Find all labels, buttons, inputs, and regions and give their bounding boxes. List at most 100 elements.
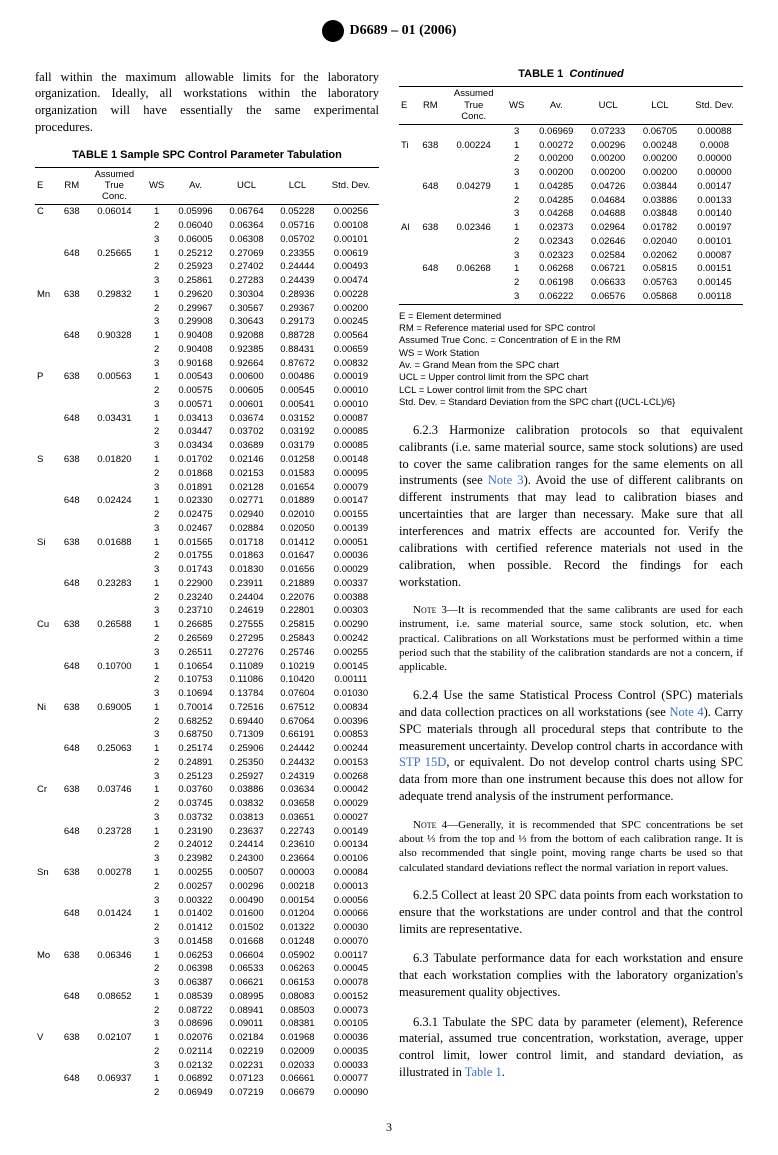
- table-row: 6480.0626810.062680.067210.058150.00151: [399, 262, 743, 276]
- table-row: 20.240120.244140.236100.00134: [35, 838, 379, 852]
- th-sd: Std. Dev.: [323, 167, 379, 205]
- legend-av: Av. = Grand Mean from the SPC chart: [399, 360, 743, 372]
- th-ucl: UCL: [221, 167, 272, 205]
- spc-table-left: E RM AssumedTrueConc. WS Av. UCL LCL Std…: [35, 167, 379, 1100]
- table-row: Sn6380.0027810.002550.005070.000030.0008…: [35, 866, 379, 880]
- table-row: 30.251230.259270.243190.00268: [35, 769, 379, 783]
- table-row: 30.018910.021280.016540.00079: [35, 480, 379, 494]
- legend-sd: Std. Dev. = Standard Deviation from the …: [399, 397, 743, 409]
- table-row: 20.024750.029400.020100.00155: [35, 508, 379, 522]
- table-row: 6480.0865210.085390.089950.080830.00152: [35, 990, 379, 1004]
- para-6.2.5: 6.2.5 Collect at least 20 SPC data point…: [399, 887, 743, 938]
- th-sd: Std. Dev.: [686, 87, 743, 125]
- table-row: 30.037320.038130.036510.00027: [35, 811, 379, 825]
- table-row: 6480.2566510.252120.270690.233550.00619: [35, 246, 379, 260]
- table-row: 20.265690.272950.258430.00242: [35, 632, 379, 646]
- th-lcl: LCL: [634, 87, 686, 125]
- intro-para: fall within the maximum allowable limits…: [35, 69, 379, 137]
- page-number: 3: [35, 1120, 743, 1135]
- table-row: 30.299080.306430.291730.00245: [35, 315, 379, 329]
- table-row: 30.002000.002000.002000.00000: [399, 166, 743, 180]
- table-row: 20.014120.015020.013220.00030: [35, 921, 379, 935]
- para-6.2.3: 6.2.3 Harmonize calibration protocols so…: [399, 422, 743, 591]
- spc-table-right: E RM AssumedTrueConc. WS Av. UCL LCL Std…: [399, 86, 743, 305]
- table-row: Cr6380.0374610.037600.038860.036340.0004…: [35, 783, 379, 797]
- table-row: Mn6380.2983210.296200.303040.289360.0022…: [35, 288, 379, 302]
- table-row: 20.060400.063640.057160.00108: [35, 219, 379, 233]
- para-6.3: 6.3 Tabulate performance data for each w…: [399, 950, 743, 1001]
- table-row: 6480.9032810.904080.920880.887280.00564: [35, 329, 379, 343]
- table-row: 30.239820.243000.236640.00106: [35, 852, 379, 866]
- th-e: E: [35, 167, 58, 205]
- note-3: Note 3—It is recommended that the same c…: [399, 603, 743, 674]
- table-row: 30.258610.272830.244390.00474: [35, 274, 379, 288]
- table-row: 30.024670.028840.020500.00139: [35, 522, 379, 536]
- table-row: 30.005710.006010.005410.00010: [35, 398, 379, 412]
- table-row: 20.002570.002960.002180.00013: [35, 880, 379, 894]
- legend-ucl: UCL = Upper control limit from the SPC c…: [399, 372, 743, 384]
- table1-title: TABLE 1 Sample SPC Control Parameter Tab…: [35, 149, 379, 161]
- table-row: 20.017550.018630.016470.00036: [35, 549, 379, 563]
- table-row: Ni6380.6900510.700140.725160.675120.0083…: [35, 701, 379, 715]
- table-row: 30.014580.016680.012480.00070: [35, 935, 379, 949]
- stp15d-link[interactable]: STP 15D: [399, 755, 446, 769]
- table-row: 6480.1070010.106540.110890.102190.00145: [35, 659, 379, 673]
- th-atc: AssumedTrueConc.: [444, 87, 503, 125]
- legend-ws: WS = Work Station: [399, 348, 743, 360]
- table-row: 6480.0142410.014020.016000.012040.00066: [35, 907, 379, 921]
- table-row: Al6380.0234610.023730.029640.017820.0019…: [399, 221, 743, 235]
- table-legend: E = Element determined RM = Reference ma…: [399, 311, 743, 410]
- table-row: 20.021140.022190.020090.00035: [35, 1045, 379, 1059]
- legend-rm: RM = Reference material used for SPC con…: [399, 323, 743, 335]
- table-row: 6480.2328310.229000.239110.218890.00337: [35, 577, 379, 591]
- note4-link[interactable]: Note 4: [669, 705, 703, 719]
- table-row: 30.003220.004900.001540.00056: [35, 893, 379, 907]
- table-row: 20.034470.037020.031920.00085: [35, 425, 379, 439]
- table-row: Si6380.0168810.015650.017180.014120.0005…: [35, 535, 379, 549]
- table-row: 6480.2506310.251740.259060.244420.00244: [35, 742, 379, 756]
- table-row: 30.901680.926640.876720.00832: [35, 356, 379, 370]
- table1-link[interactable]: Table 1: [465, 1065, 502, 1079]
- th-atc: AssumedTrueConc.: [86, 167, 144, 205]
- table-row: 20.005750.006050.005450.00010: [35, 384, 379, 398]
- table-row: 20.023430.026460.020400.00101: [399, 235, 743, 249]
- th-av: Av.: [170, 167, 221, 205]
- table-row: 20.037450.038320.036580.00029: [35, 797, 379, 811]
- para-6.2.4: 6.2.4 Use the same Statistical Process C…: [399, 687, 743, 805]
- designation: D6689 – 01 (2006): [350, 23, 457, 39]
- legend-atc: Assumed True Conc. = Concentration of E …: [399, 335, 743, 347]
- table-row: Cu6380.2658810.266850.275550.258150.0029…: [35, 618, 379, 632]
- table-row: 30.265110.272760.257460.00255: [35, 646, 379, 660]
- table-row: 20.061980.066330.057630.00145: [399, 276, 743, 290]
- table-row: 20.232400.244040.220760.00388: [35, 590, 379, 604]
- table-row: 20.904080.923850.884310.00659: [35, 343, 379, 357]
- table-row: 30.021320.022310.020330.00033: [35, 1059, 379, 1073]
- table-row: 30.023230.025840.020620.00087: [399, 248, 743, 262]
- table-row: 20.087220.089410.085030.00073: [35, 1003, 379, 1017]
- table-row: Ti6380.0022410.002720.002960.002480.0008: [399, 138, 743, 152]
- th-rm: RM: [416, 87, 444, 125]
- th-ws: WS: [503, 87, 530, 125]
- table-row: 6480.2372810.231900.236370.227430.00149: [35, 825, 379, 839]
- table-row: 20.063980.065330.062630.00045: [35, 962, 379, 976]
- table-row: 6480.0343110.034130.036740.031520.00087: [35, 412, 379, 426]
- right-column: TABLE 1 Continued E RM AssumedTrueConc. …: [399, 56, 743, 1100]
- table-row: 30.106940.137840.076040.01030: [35, 687, 379, 701]
- left-column: fall within the maximum allowable limits…: [35, 56, 379, 1100]
- table-row: 20.042850.046840.038860.00133: [399, 193, 743, 207]
- doc-header: D6689 – 01 (2006): [35, 20, 743, 42]
- table-row: 6480.0693710.068920.071230.066610.00077: [35, 1072, 379, 1086]
- note3-link[interactable]: Note 3: [488, 473, 524, 487]
- table-row: 20.248910.253500.244320.00153: [35, 756, 379, 770]
- th-av: Av.: [530, 87, 582, 125]
- table-row: 20.069490.072190.066790.00090: [35, 1086, 379, 1100]
- table-row: S6380.0182010.017020.021460.012580.00148: [35, 453, 379, 467]
- table-row: 20.259230.274020.244440.00493: [35, 260, 379, 274]
- table-row: 30.034340.036890.031790.00085: [35, 439, 379, 453]
- table-row: 30.063870.066210.061530.00078: [35, 976, 379, 990]
- legend-lcl: LCL = Lower control limit from the SPC c…: [399, 385, 743, 397]
- th-rm: RM: [58, 167, 86, 205]
- th-ucl: UCL: [582, 87, 634, 125]
- th-e: E: [399, 87, 416, 125]
- table-row: 20.018680.021530.015830.00095: [35, 467, 379, 481]
